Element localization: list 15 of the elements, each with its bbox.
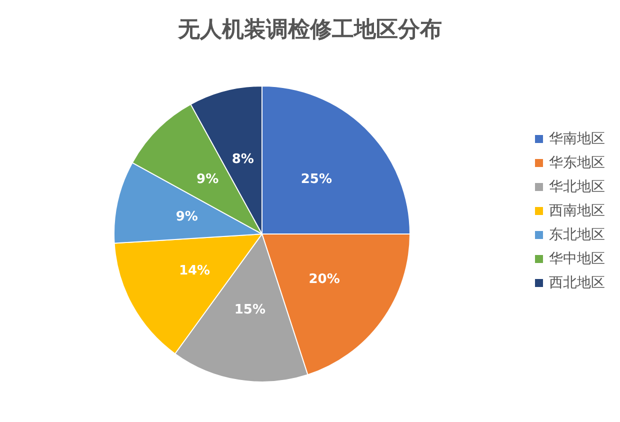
legend-label: 华北地区: [549, 179, 605, 195]
legend-label: 西南地区: [549, 203, 605, 219]
data-label: 8%: [232, 152, 254, 167]
chart-title: 无人机装调检修工地区分布: [177, 18, 442, 42]
data-label: 20%: [308, 272, 340, 287]
legend-label: 华东地区: [549, 155, 605, 171]
legend-label: 东北地区: [549, 227, 605, 243]
legend-label: 华南地区: [549, 131, 605, 147]
legend-label: 西北地区: [549, 275, 605, 291]
data-label: 15%: [234, 302, 266, 318]
data-label: 9%: [176, 210, 198, 225]
data-label: 14%: [178, 264, 210, 279]
data-label: 9%: [196, 172, 219, 188]
data-label: 25%: [300, 172, 332, 188]
legend-label: 华中地区: [549, 251, 605, 267]
